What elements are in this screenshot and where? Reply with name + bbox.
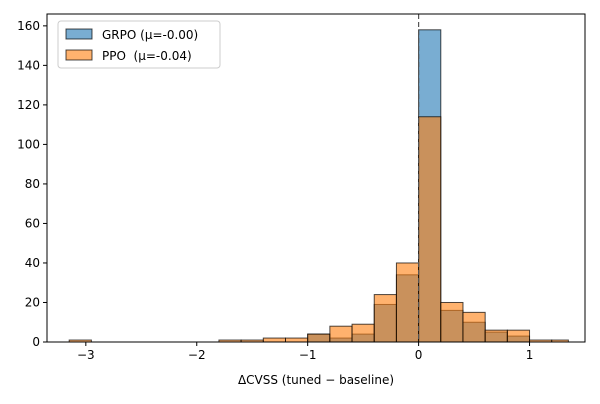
plot-frame [46,13,586,343]
y-tick-label: 40 [25,256,40,270]
ppo-bar [462,311,486,343]
y-tick-label: 100 [17,137,40,151]
ppo-bar [506,329,531,343]
y-tick-label: 0 [32,335,40,349]
x-axis-label: ΔCVSS (tuned − baseline) [238,373,394,387]
ppo-bar [418,116,442,343]
x-tick-label: −3 [77,348,95,362]
ppo-bar [373,294,397,343]
y-tick-label: 80 [25,177,40,191]
series-ppo-bars [68,116,569,343]
ppo-bar [329,325,353,343]
legend-swatch [65,28,93,40]
ppo-bar [262,337,286,343]
legend: GRPO (μ=-0.00) PPO (μ=-0.04) [57,20,221,69]
y-tick-label: 60 [25,216,40,230]
ppo-bar [351,323,375,343]
legend-box [57,20,221,69]
legend-swatch [65,49,93,61]
y-tick-label: 120 [17,98,40,112]
ppo-bar [395,262,420,343]
y-tick-label: 140 [17,58,40,72]
x-tick-label: 1 [526,348,534,362]
legend-label: GRPO (μ=-0.00) [102,28,198,42]
x-tick-label: −2 [188,348,206,362]
x-tick-label: −1 [299,348,317,362]
ppo-bar [284,337,309,343]
legend-label: PPO (μ=-0.04) [102,49,192,63]
x-tick-label: 0 [415,348,423,362]
ppo-bar [307,333,331,343]
y-tick-label: 20 [25,295,40,309]
ppo-bar [484,329,508,343]
ppo-bar [440,301,464,343]
y-tick-label: 160 [17,19,40,33]
